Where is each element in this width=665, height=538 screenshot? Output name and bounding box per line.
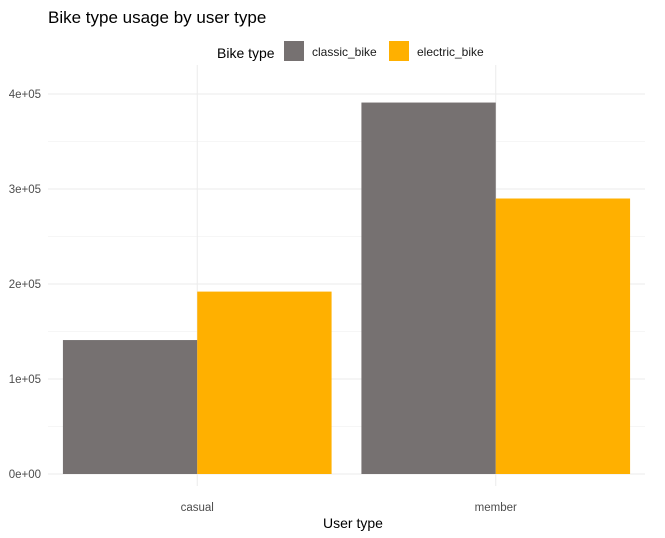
bar-classic-bike-casual [62,340,198,474]
legend-title: Bike type [217,45,275,61]
legend-key-electric-bike [389,41,409,61]
y-tick-label: 0e+00 [9,469,41,481]
bars [62,102,631,475]
chart-title: Bike type usage by user type [48,8,266,27]
x-tick-label: casual [181,502,214,514]
x-tick-label: member [475,502,517,514]
bar-electric-bike-member [495,198,631,474]
legend: Bike type classic_bike electric_bike [217,41,484,61]
y-tick-label: 1e+05 [9,374,41,386]
legend-label-electric-bike: electric_bike [417,45,484,59]
legend-key-classic-bike [284,41,304,61]
x-axis-tick-labels: casual member [181,502,517,514]
bar-electric-bike-casual [197,291,332,474]
y-tick-label: 3e+05 [9,184,41,196]
x-axis-title: User type [323,515,383,531]
y-tick-label: 4e+05 [9,89,41,101]
bar-classic-bike-member [361,102,496,475]
legend-items: classic_bike electric_bike [284,41,484,61]
y-axis-tick-labels: 0e+00 1e+05 2e+05 3e+05 4e+05 [9,89,41,481]
legend-label-classic-bike: classic_bike [312,45,377,59]
y-tick-label: 2e+05 [9,279,41,291]
